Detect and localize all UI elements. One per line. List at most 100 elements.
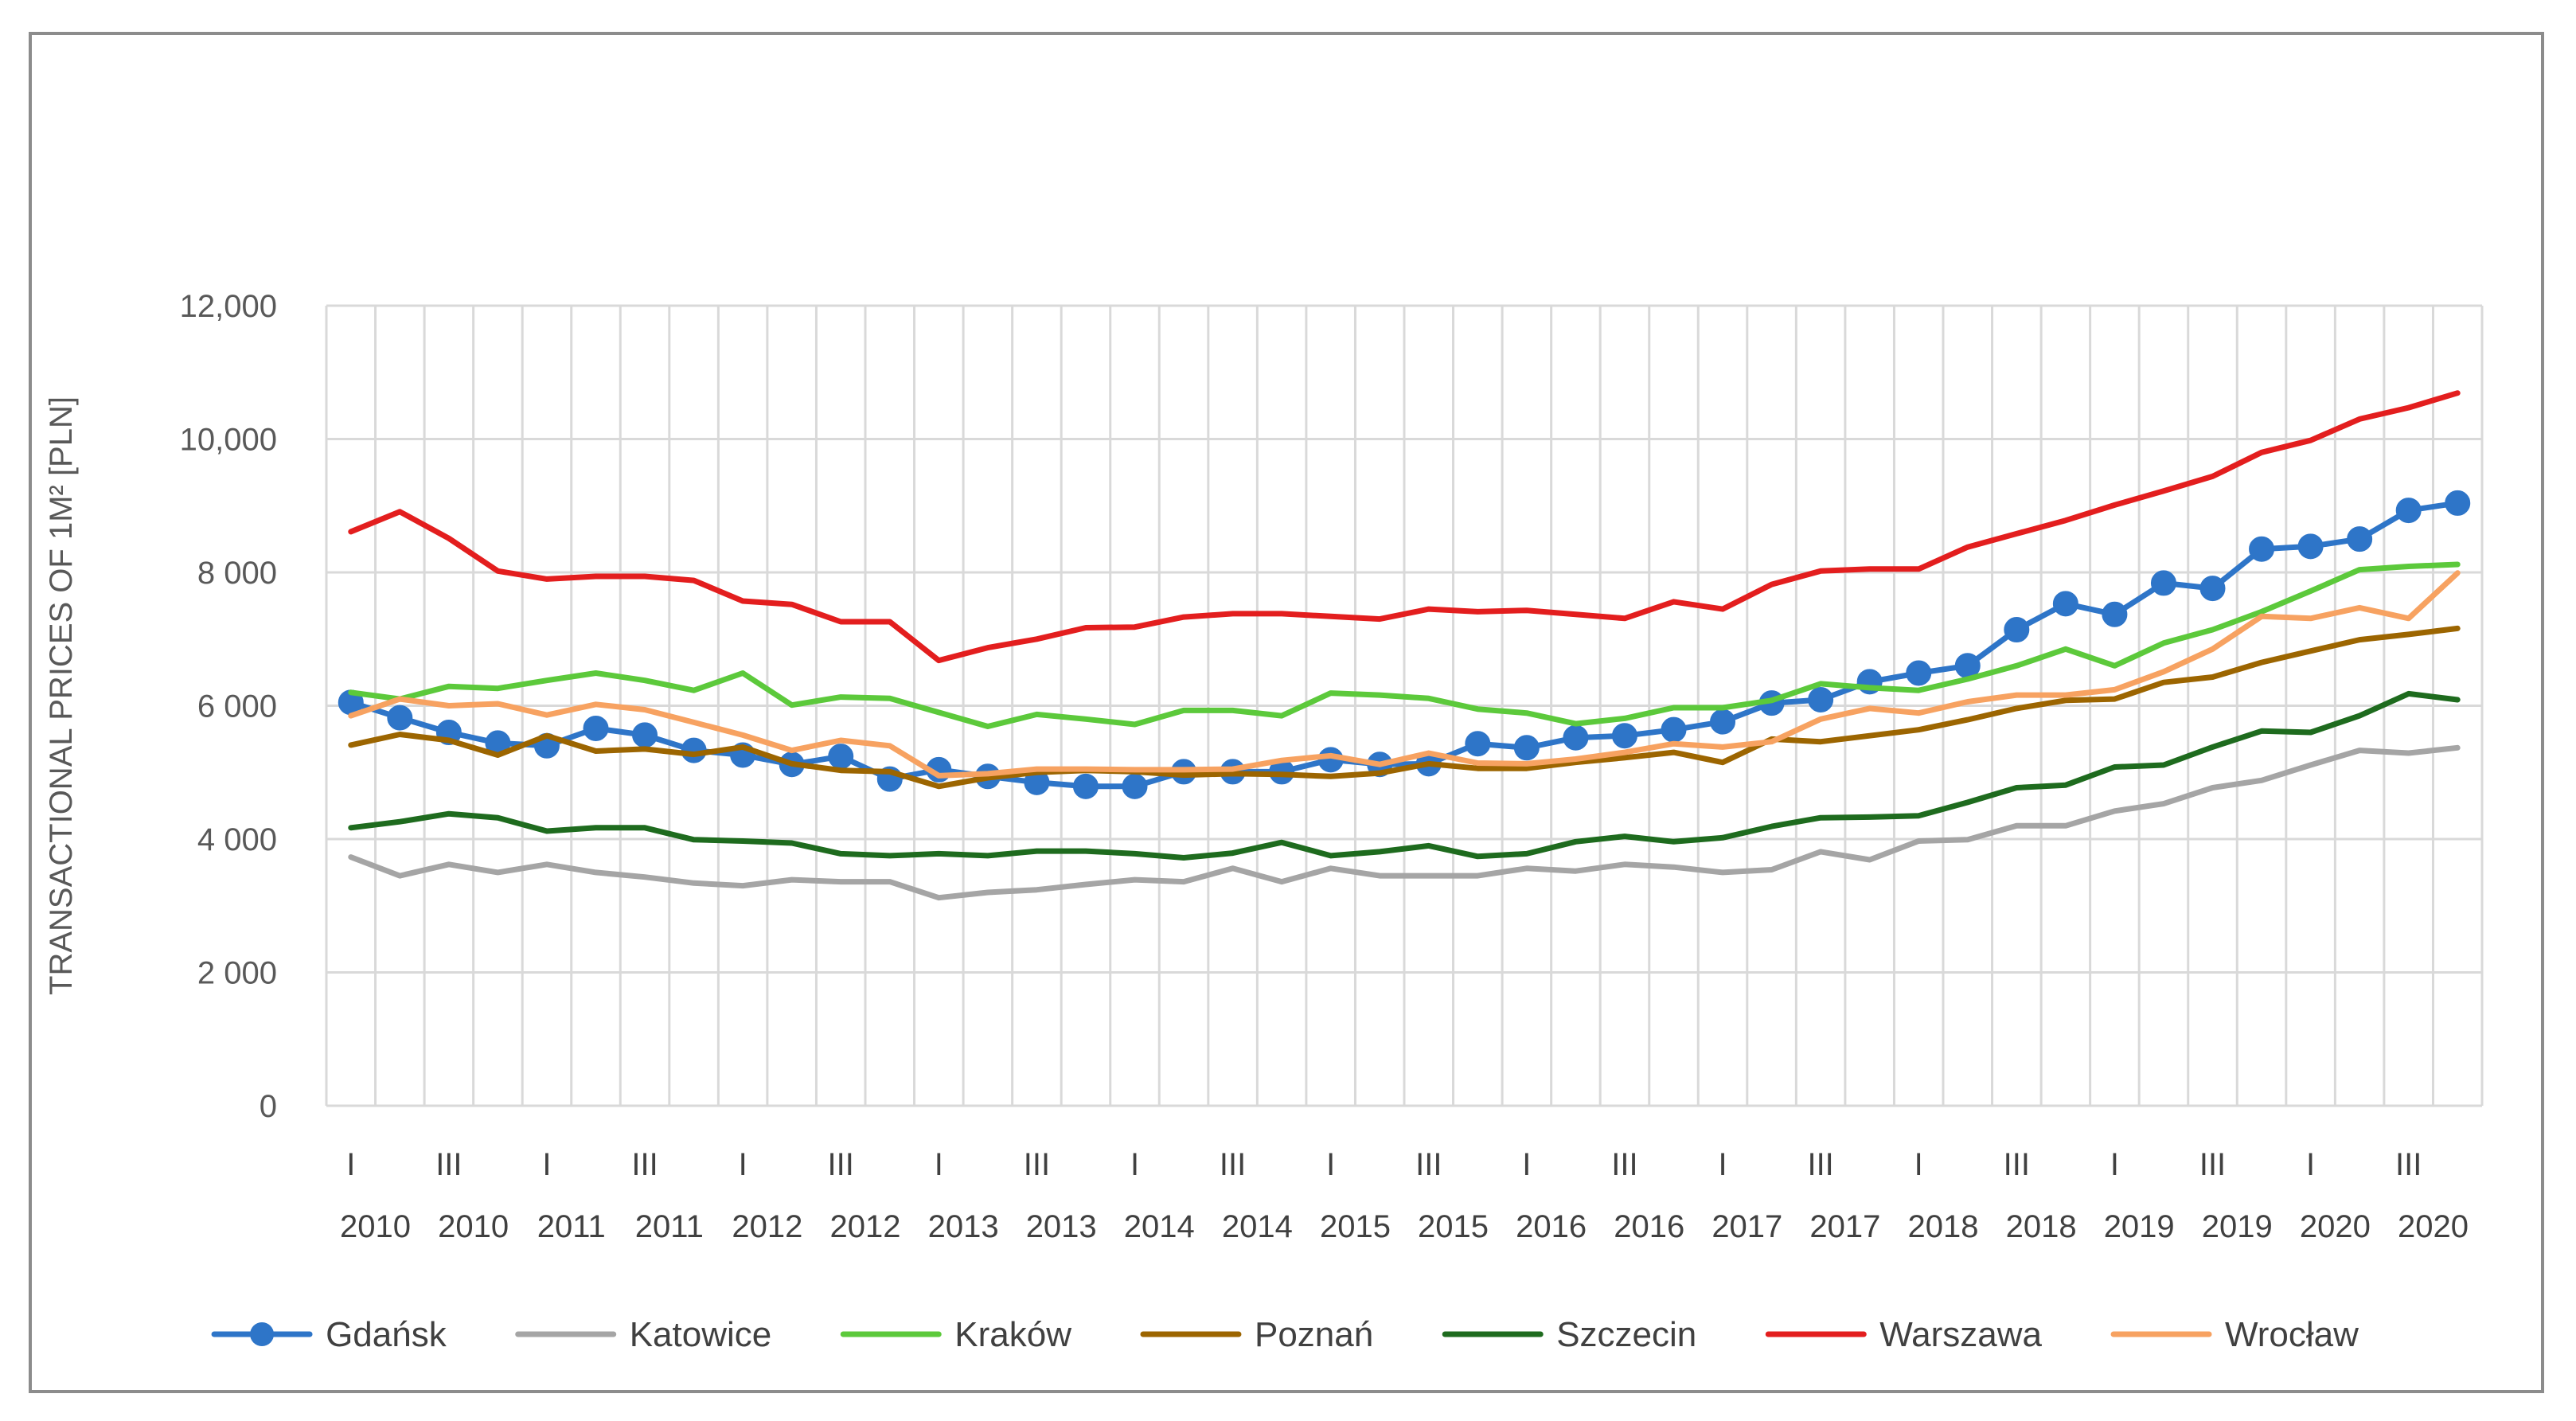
- x-tick-year: 2015: [1320, 1209, 1391, 1244]
- y-tick-label: 6 000: [197, 689, 277, 724]
- x-tick-year: 2010: [340, 1209, 411, 1244]
- legend-marker: [250, 1322, 275, 1346]
- y-tick-label: 12,000: [180, 289, 277, 324]
- x-tick-year: 2011: [635, 1209, 704, 1244]
- data-point-gda-sk: [583, 715, 609, 741]
- data-point-gda-sk: [1661, 716, 1687, 743]
- data-point-gda-sk: [2199, 576, 2226, 602]
- x-tick-year: 2018: [2006, 1209, 2077, 1244]
- x-tick-quarter: III: [631, 1147, 658, 1182]
- x-tick-year: 2016: [1516, 1209, 1587, 1244]
- x-tick-quarter: III: [2395, 1147, 2422, 1182]
- x-tick-quarter: I: [542, 1147, 551, 1182]
- y-axis-title: TRANSACTIONAL PRICES OF 1M² [PLN]: [44, 396, 79, 995]
- legend-item-gda-sk: Gdańsk: [211, 1315, 447, 1354]
- y-tick-label: 2 000: [197, 956, 277, 991]
- x-tick-quarter: III: [1611, 1147, 1637, 1182]
- x-tick-quarter: III: [1024, 1147, 1050, 1182]
- data-point-gda-sk: [1611, 723, 1637, 749]
- x-tick-quarter: I: [1718, 1147, 1727, 1182]
- series-line-warszawa: [348, 390, 2461, 664]
- x-tick-year: 2011: [537, 1209, 606, 1244]
- x-tick-quarter: I: [1130, 1147, 1139, 1182]
- x-tick-year: 2012: [830, 1209, 901, 1244]
- x-tick-year: 2014: [1222, 1209, 1293, 1244]
- x-tick-year: 2012: [732, 1209, 802, 1244]
- x-tick-year: 2014: [1124, 1209, 1195, 1244]
- data-point-gda-sk: [2297, 533, 2324, 560]
- legend-label: Kraków: [954, 1315, 1071, 1354]
- x-tick-year: 2019: [2202, 1209, 2273, 1244]
- series-line-katowice: [348, 744, 2461, 901]
- data-point-gda-sk: [2150, 570, 2176, 596]
- data-point-gda-sk: [1072, 773, 1099, 799]
- data-point-gda-sk: [1513, 735, 1540, 761]
- y-tick-label: 0: [260, 1089, 277, 1124]
- x-tick-year: 2020: [2300, 1209, 2371, 1244]
- data-point-gda-sk: [1122, 773, 1148, 799]
- legend-label: Gdańsk: [326, 1315, 447, 1354]
- y-tick-label: 8 000: [197, 556, 277, 591]
- x-tick-quarter: I: [346, 1147, 355, 1182]
- legend-item-szczecin: Szczecin: [1442, 1315, 1696, 1354]
- x-tick-quarter: I: [1914, 1147, 1923, 1182]
- data-point-gda-sk: [2052, 591, 2078, 617]
- data-point-gda-sk: [2445, 490, 2471, 516]
- legend-label: Szczecin: [1556, 1315, 1696, 1354]
- y-tick-label: 4 000: [197, 822, 277, 857]
- data-point-gda-sk: [1906, 660, 1932, 686]
- x-tick-quarter: I: [935, 1147, 943, 1182]
- x-tick-quarter: I: [739, 1147, 747, 1182]
- x-tick-year: 2019: [2104, 1209, 2175, 1244]
- x-tick-year: 2013: [1026, 1209, 1097, 1244]
- x-tick-year: 2010: [438, 1209, 509, 1244]
- y-tick-label: 10,000: [180, 423, 277, 458]
- x-tick-quarter: III: [1415, 1147, 1442, 1182]
- x-tick-quarter: I: [2306, 1147, 2315, 1182]
- legend-label: Poznań: [1255, 1315, 1373, 1354]
- x-tick-quarter: III: [1220, 1147, 1246, 1182]
- series-line-krak-w: [348, 561, 2461, 729]
- x-tick-quarter: III: [1807, 1147, 1833, 1182]
- data-point-gda-sk: [2102, 601, 2128, 627]
- data-point-gda-sk: [1710, 709, 1736, 735]
- x-tick-year: 2013: [928, 1209, 999, 1244]
- x-tick-quarter: III: [828, 1147, 854, 1182]
- data-point-gda-sk: [632, 722, 658, 748]
- legend-item-pozna-: Poznań: [1140, 1315, 1373, 1354]
- legend-label: Wrocław: [2225, 1315, 2359, 1354]
- series-lines: [338, 390, 2471, 901]
- x-tick-year: 2017: [1809, 1209, 1880, 1244]
- series-line-pozna-: [348, 625, 2461, 790]
- x-tick-year: 2015: [1418, 1209, 1489, 1244]
- x-tick-year: 2018: [1908, 1209, 1979, 1244]
- data-point-gda-sk: [1465, 731, 1491, 757]
- legend-item-wroc-aw: Wrocław: [2110, 1315, 2359, 1354]
- data-point-gda-sk: [828, 744, 854, 770]
- x-tick-quarter: I: [2110, 1147, 2119, 1182]
- legend: Gdańsk Katowice Kraków Poznań Szczecin Warsza…: [211, 1315, 2359, 1354]
- x-tick-quarter: I: [1326, 1147, 1335, 1182]
- series-line-szczecin: [348, 690, 2461, 861]
- data-point-gda-sk: [2249, 536, 2275, 562]
- data-point-gda-sk: [387, 705, 413, 731]
- x-tick-quarter: III: [435, 1147, 462, 1182]
- legend-item-krak-w: Kraków: [840, 1315, 1071, 1354]
- legend-label: Katowice: [630, 1315, 772, 1354]
- data-point-gda-sk: [2004, 617, 2030, 643]
- data-point-gda-sk: [2347, 526, 2373, 552]
- legend-item-warszawa: Warszawa: [1765, 1315, 2043, 1354]
- data-point-gda-sk: [2395, 498, 2422, 524]
- x-tick-quarter: III: [2199, 1147, 2226, 1182]
- data-point-gda-sk: [1563, 724, 1589, 751]
- legend-label: Warszawa: [1879, 1315, 2042, 1354]
- x-tick-year: 2017: [1711, 1209, 1782, 1244]
- data-point-gda-sk: [1808, 686, 1834, 712]
- x-tick-quarter: III: [2004, 1147, 2030, 1182]
- series-line-wroc-aw: [348, 570, 2461, 779]
- legend-item-katowice: Katowice: [515, 1315, 772, 1354]
- x-tick-quarter: I: [1522, 1147, 1531, 1182]
